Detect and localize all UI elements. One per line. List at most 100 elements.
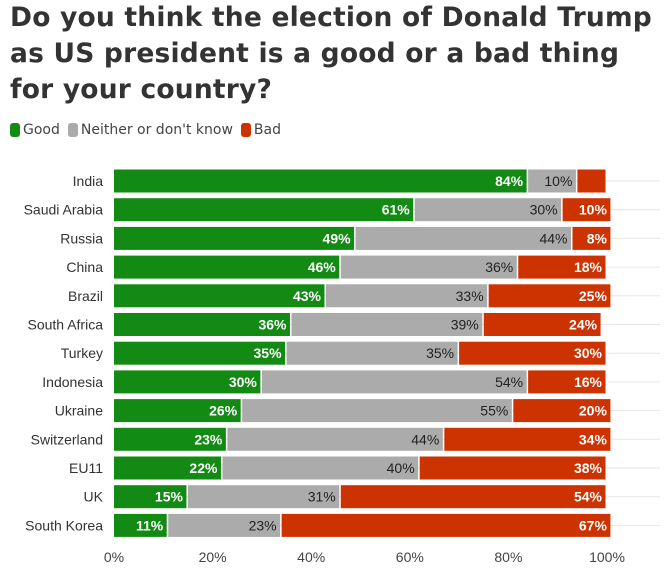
- bar-segment: [518, 255, 606, 279]
- bar-segment: [114, 485, 187, 509]
- data-label: 30%: [530, 202, 558, 218]
- bar-segment: [528, 169, 576, 193]
- data-label: 26%: [209, 403, 238, 419]
- data-label: 84%: [495, 173, 524, 189]
- data-label: 36%: [485, 259, 513, 275]
- data-label: 67%: [579, 517, 608, 533]
- legend-item: Good: [10, 122, 60, 138]
- legend: Good Neither or don't know Bad: [10, 122, 281, 138]
- bar-segment: [340, 485, 606, 509]
- bar-segment: [483, 313, 601, 336]
- legend-label: Neither or don't know: [80, 122, 233, 138]
- data-label: 18%: [574, 259, 603, 275]
- data-label: 23%: [249, 517, 277, 533]
- category-label: Switzerland: [31, 431, 103, 447]
- data-label: 25%: [579, 288, 608, 304]
- data-label: 33%: [456, 288, 484, 304]
- bar-segment: [114, 198, 414, 222]
- legend-swatch: [67, 123, 78, 137]
- category-label: Russia: [60, 230, 103, 246]
- data-label: 8%: [587, 230, 608, 246]
- category-label: UK: [84, 489, 104, 505]
- category-label: Turkey: [61, 345, 103, 361]
- bar-segment: [340, 255, 517, 279]
- bar-segment: [325, 284, 488, 308]
- data-label: 23%: [194, 431, 223, 447]
- x-tick-label: 80%: [494, 549, 522, 565]
- data-label: 54%: [495, 374, 523, 390]
- data-label: 49%: [323, 230, 352, 246]
- data-label: 34%: [579, 431, 608, 447]
- data-label: 15%: [155, 489, 184, 505]
- bar-segment: [291, 313, 483, 336]
- data-label: 54%: [574, 489, 603, 505]
- legend-label: Bad: [253, 122, 281, 138]
- category-label: Indonesia: [42, 374, 103, 390]
- bar-segment: [114, 313, 290, 336]
- legend-swatch: [10, 123, 20, 137]
- data-label: 36%: [258, 317, 287, 333]
- data-label: 61%: [382, 202, 411, 218]
- x-tick-label: 40%: [297, 549, 325, 565]
- bar-segment: [513, 399, 611, 423]
- data-label: 24%: [569, 317, 598, 333]
- bar-segment: [114, 169, 527, 193]
- data-label: 35%: [426, 345, 454, 361]
- category-label: Ukraine: [55, 403, 103, 419]
- data-label: 22%: [189, 460, 218, 476]
- legend-item: Neither or don't know: [67, 122, 233, 138]
- legend-swatch: [240, 123, 251, 137]
- bar-segment: [114, 370, 261, 394]
- bar-segment: [114, 427, 226, 451]
- category-label: South Africa: [28, 317, 104, 333]
- bar-segment: [281, 513, 611, 537]
- data-label: 11%: [136, 517, 164, 533]
- bar-segment: [114, 255, 340, 279]
- bar-segment: [459, 341, 606, 365]
- bar-segment: [286, 341, 458, 365]
- chart-title: Do you think the election of Donald Trum…: [10, 2, 652, 105]
- category-label: Brazil: [68, 288, 103, 304]
- x-tick-label: 20%: [199, 549, 227, 565]
- data-label: 44%: [539, 230, 567, 246]
- data-label: 55%: [480, 403, 508, 419]
- data-label: 44%: [411, 431, 439, 447]
- bar-segment: [222, 456, 419, 480]
- bar-segment: [572, 226, 611, 250]
- x-tick-label: 0%: [104, 549, 124, 565]
- data-label: 30%: [229, 374, 258, 390]
- bar-segment: [414, 198, 562, 222]
- data-label: 38%: [574, 460, 603, 476]
- x-tick-label: 60%: [396, 549, 424, 565]
- data-label: 10%: [544, 173, 572, 189]
- bar-segment: [562, 198, 611, 222]
- x-tick-label: 100%: [589, 549, 625, 565]
- bar-segment: [444, 427, 611, 451]
- bar-segment: [114, 456, 221, 480]
- bar-segment: [114, 341, 286, 365]
- legend-item: Bad: [240, 122, 281, 138]
- category-label: China: [66, 259, 103, 275]
- bar-segment: [227, 427, 443, 451]
- data-label: 30%: [574, 345, 603, 361]
- data-label: 16%: [574, 374, 603, 390]
- bar-segment: [114, 399, 241, 423]
- category-label: Saudi Arabia: [24, 202, 104, 218]
- bar-segment: [114, 226, 355, 250]
- bar-segment: [168, 513, 281, 537]
- data-label: 10%: [579, 202, 608, 218]
- bar-segment: [488, 284, 611, 308]
- bar-segment: [114, 513, 167, 537]
- category-label: EU11: [69, 460, 103, 476]
- category-label: India: [73, 173, 104, 189]
- bar-segment: [114, 284, 325, 308]
- data-label: 31%: [308, 489, 336, 505]
- bar-segment: [419, 456, 606, 480]
- bar-segment: [355, 226, 571, 250]
- bar-segment: [261, 370, 527, 394]
- data-label: 39%: [451, 317, 479, 333]
- bar-segment: [577, 169, 606, 193]
- data-label: 20%: [579, 403, 608, 419]
- bar-segment: [242, 399, 512, 423]
